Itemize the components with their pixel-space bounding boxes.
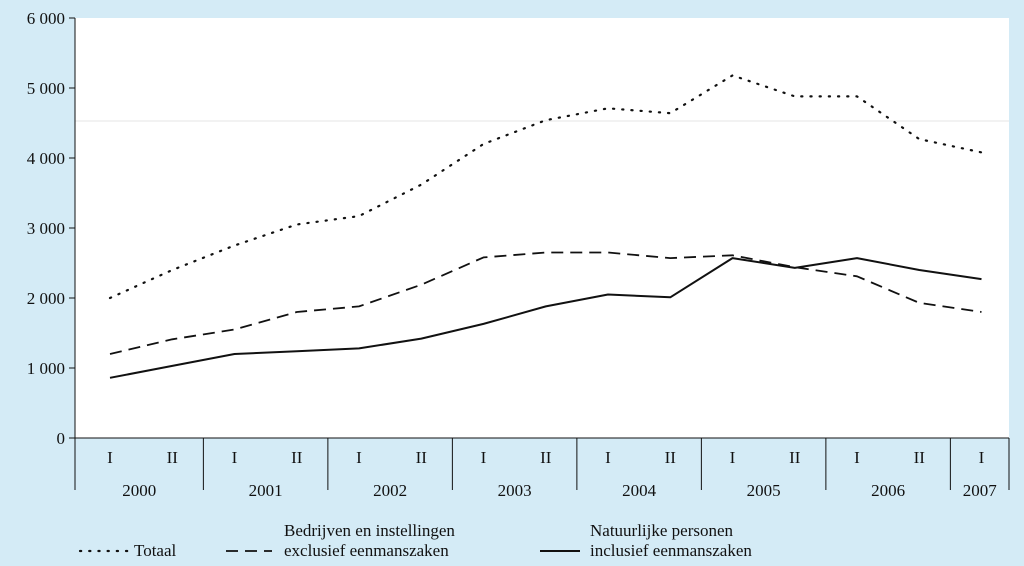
legend-label-line1: Natuurlijke personen (590, 521, 734, 540)
x-year-label: 2005 (747, 481, 781, 500)
x-half-label: II (914, 448, 926, 467)
legend-label-line2: Totaal (134, 541, 177, 560)
x-half-label: II (167, 448, 179, 467)
x-year-label: 2001 (249, 481, 283, 500)
y-tick-label: 0 (57, 429, 66, 448)
series-layer (108, 74, 983, 379)
x-half-label: I (605, 448, 611, 467)
legend-label-line2: inclusief eenmanszaken (590, 541, 752, 560)
x-half-label: II (291, 448, 303, 467)
x-half-label: II (416, 448, 428, 467)
series-line-3 (109, 257, 982, 379)
x-half-label: II (540, 448, 552, 467)
x-year-label: 2003 (498, 481, 532, 500)
y-tick-label: 1 000 (27, 359, 65, 378)
y-tick-label: 4 000 (27, 149, 65, 168)
x-year-label: 2004 (622, 481, 657, 500)
x-half-label: I (979, 448, 985, 467)
legend-label-line1: Bedrijven en instellingen (284, 521, 455, 540)
x-half-label: I (232, 448, 238, 467)
series-line-1 (108, 74, 983, 300)
x-year-label: 2000 (122, 481, 156, 500)
x-year-label: 2007 (963, 481, 998, 500)
series-line-2 (109, 251, 982, 355)
legend-label-line2: exclusief eenmanszaken (284, 541, 449, 560)
legend: Totaal Bedrijven en instellingenexclusief… (78, 521, 752, 560)
x-year-label: 2006 (871, 481, 905, 500)
x-half-label: I (107, 448, 113, 467)
y-tick-label: 3 000 (27, 219, 65, 238)
x-half-label: II (665, 448, 677, 467)
y-tick-label: 2 000 (27, 289, 65, 308)
x-half-label: I (730, 448, 736, 467)
y-tick-label: 5 000 (27, 79, 65, 98)
x-year-label: 2002 (373, 481, 407, 500)
y-tick-label: 6 000 (27, 9, 65, 28)
x-half-label: II (789, 448, 801, 467)
plot-area (75, 18, 1009, 438)
x-half-label: I (481, 448, 487, 467)
x-half-label: I (854, 448, 860, 467)
x-half-label: I (356, 448, 362, 467)
